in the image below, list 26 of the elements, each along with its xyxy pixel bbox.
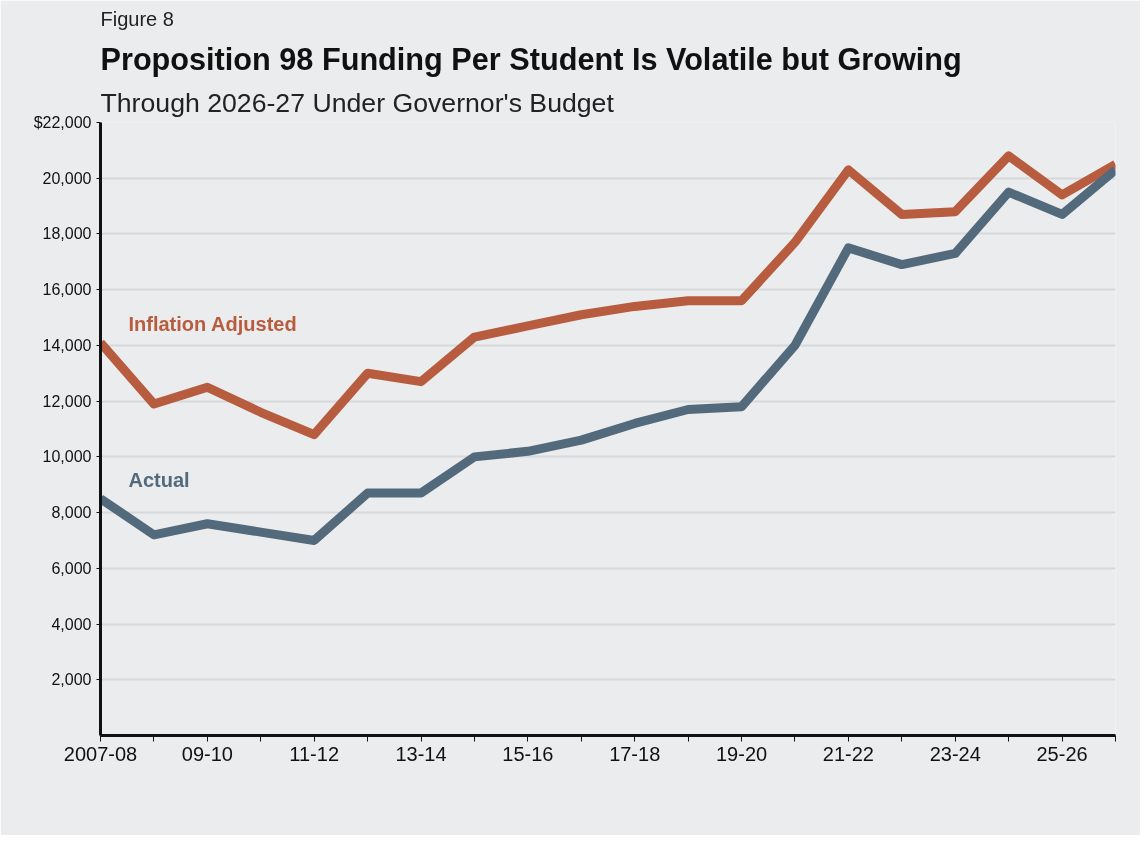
y-tick-label: 12,000 (42, 392, 92, 410)
y-tick-label: 10,000 (42, 448, 92, 466)
series-label: Inflation Adjusted (128, 312, 297, 335)
y-tick-label: 8,000 (51, 504, 92, 522)
x-tick-label: 13-14 (395, 742, 447, 765)
chart-title: Proposition 98 Funding Per Student Is Volatile but Growing (100, 41, 962, 77)
x-tick-label: 11-12 (289, 742, 340, 765)
x-tick-label: 23-24 (929, 742, 981, 765)
y-tick-label: 4,000 (51, 615, 92, 633)
y-tick-label: $22,000 (33, 114, 92, 131)
y-tick-label: 16,000 (42, 281, 92, 299)
x-tick-label: 25-26 (1036, 742, 1088, 765)
x-tick-label: 15-16 (502, 742, 554, 765)
x-tick-label: 2007-08 (63, 742, 138, 765)
caption: Figure 8 (100, 7, 174, 30)
x-tick-label: 19-20 (715, 742, 768, 765)
y-tick-label: 20,000 (42, 169, 92, 187)
x-tick-label: 21-22 (822, 742, 874, 765)
series-label: Actual (128, 468, 190, 491)
y-tick-label: 18,000 (42, 225, 92, 243)
x-tick-label: 09-10 (181, 742, 233, 765)
chart-subtitle: Through 2026-27 Under Governor's Budget (100, 87, 615, 118)
y-tick-label: 6,000 (51, 559, 92, 577)
x-tick-label: 17-18 (609, 742, 661, 765)
y-tick-label: 2,000 (51, 671, 92, 689)
y-tick-label: 14,000 (42, 336, 92, 354)
